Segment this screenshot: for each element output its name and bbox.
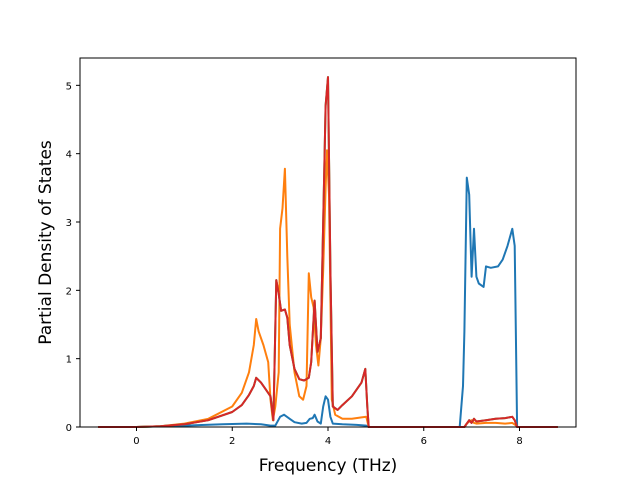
y-tick-label: 0 [66, 423, 72, 434]
y-tick-label: 1 [66, 355, 72, 366]
series-layer [98, 76, 558, 428]
y-ticks: 0 1 2 3 4 5 [66, 81, 80, 434]
x-ticks: 0 2 4 6 8 [133, 427, 523, 447]
x-tick-label: 6 [421, 436, 427, 447]
series-line-4 [98, 76, 558, 428]
x-tick-label: 2 [229, 436, 235, 447]
plot-frame [79, 57, 577, 428]
y-tick-label: 5 [66, 81, 72, 92]
x-axis-label: Frequency (THz) [259, 456, 398, 476]
y-tick-label: 4 [66, 150, 72, 161]
y-tick-label: 3 [66, 218, 72, 229]
y-tick-label: 2 [66, 286, 72, 297]
x-tick-label: 8 [516, 436, 522, 447]
x-tick-label: 4 [325, 436, 331, 447]
x-tick-label: 0 [133, 436, 139, 447]
series-line-1 [98, 176, 558, 428]
y-axis-label: Partial Density of States [36, 140, 56, 345]
